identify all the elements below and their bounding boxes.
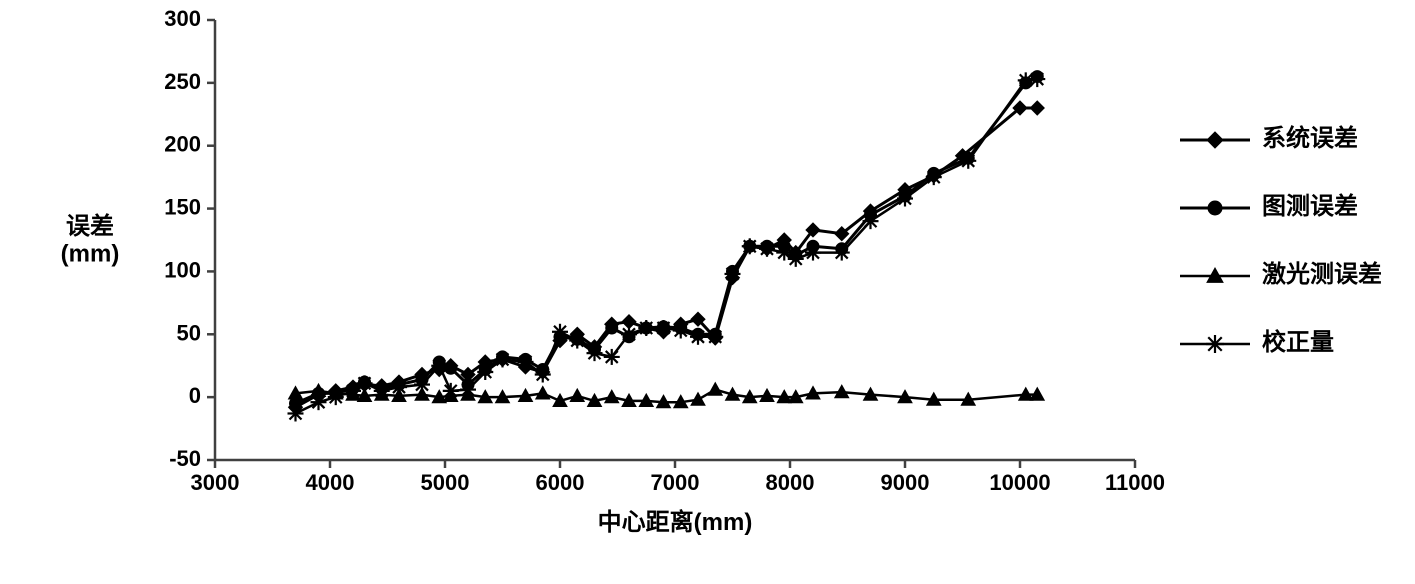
legend-label: 图测误差 [1262, 192, 1358, 220]
x-tick-label: 5000 [421, 470, 470, 495]
legend-label: 激光测误差 [1262, 260, 1382, 288]
y-tick-label: 300 [164, 6, 201, 31]
y-tick-label: 150 [164, 194, 201, 219]
y-tick-label: 0 [189, 383, 201, 408]
y-tick-label: 200 [164, 132, 201, 157]
y-axis-label: 误差(mm) [61, 212, 120, 268]
y-tick-label: -50 [169, 446, 201, 471]
y-tick-label: 250 [164, 69, 201, 94]
x-tick-label: 10000 [989, 470, 1050, 495]
legend-label: 校正量 [1262, 328, 1334, 356]
x-tick-label: 4000 [306, 470, 355, 495]
legend-label: 系统误差 [1262, 124, 1358, 152]
x-tick-label: 6000 [536, 470, 585, 495]
x-tick-label: 7000 [651, 470, 700, 495]
y-tick-label: 100 [164, 257, 201, 282]
x-tick-label: 8000 [766, 470, 815, 495]
chart-container: -50 0 50 100 150 200 250 300 3000 4000 5000 6000 700… [0, 0, 1415, 584]
x-tick-label: 3000 [191, 470, 240, 495]
x-axis-label: 中心距离(mm) [598, 508, 753, 536]
x-tick-label: 9000 [881, 470, 930, 495]
y-tick-label: 50 [177, 320, 201, 345]
x-tick-label: 11000 [1105, 470, 1165, 495]
error-vs-distance-chart: -50 0 50 100 150 200 250 300 3000 4000 5000 6000 700… [0, 0, 1415, 584]
